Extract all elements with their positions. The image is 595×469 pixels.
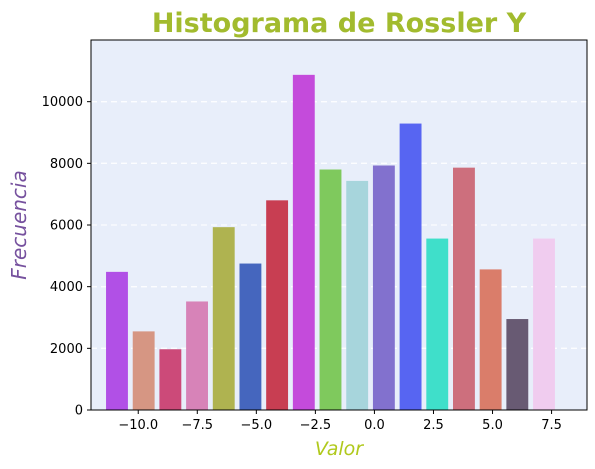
x-tick-label: −5.0 <box>241 418 273 433</box>
x-tick-label: 7.5 <box>541 418 562 433</box>
histogram-bar <box>533 238 555 410</box>
histogram-bar <box>372 165 395 410</box>
histogram-bar <box>266 200 289 410</box>
grid-lines <box>91 101 587 349</box>
x-axis-label: Valor <box>315 438 364 460</box>
histogram-bar <box>292 74 315 410</box>
y-tick-label: 4000 <box>50 280 83 295</box>
y-tick-label: 2000 <box>50 342 83 357</box>
histogram-bar <box>506 319 529 410</box>
histogram-bar <box>239 263 262 410</box>
y-tick-label: 6000 <box>50 219 83 234</box>
histogram-bar <box>186 301 208 410</box>
histogram-bar <box>453 167 475 410</box>
histogram-bar <box>132 331 155 410</box>
histogram-bar <box>426 238 449 410</box>
y-tick-label: 8000 <box>50 157 83 172</box>
histogram-bar <box>399 123 422 410</box>
x-tick-label: 0.0 <box>364 418 385 433</box>
x-tick-label: 5.0 <box>482 418 503 433</box>
x-axis-ticks: −10.0 −7.5 −5.0 −2.5 0.0 2.5 5.0 7.5 <box>118 410 562 433</box>
y-tick-label: 10000 <box>42 95 83 110</box>
histogram-bar <box>319 169 342 410</box>
y-tick-label: 0 <box>75 404 83 419</box>
x-tick-label: −7.5 <box>181 418 213 433</box>
histogram-bar <box>479 269 502 410</box>
bars <box>106 74 555 410</box>
x-tick-label: −2.5 <box>300 418 332 433</box>
histogram-bar <box>212 227 235 410</box>
y-axis-ticks: 0 2000 4000 6000 8000 10000 <box>42 95 91 419</box>
histogram-bar <box>159 349 182 410</box>
y-axis-label: Frecuencia <box>7 170 31 280</box>
histogram-bar <box>106 271 128 410</box>
histogram-bar <box>346 180 369 410</box>
x-tick-label: 2.5 <box>423 418 444 433</box>
chart-title: Histograma de Rossler Y <box>152 8 527 39</box>
x-tick-label: −10.0 <box>118 418 158 433</box>
